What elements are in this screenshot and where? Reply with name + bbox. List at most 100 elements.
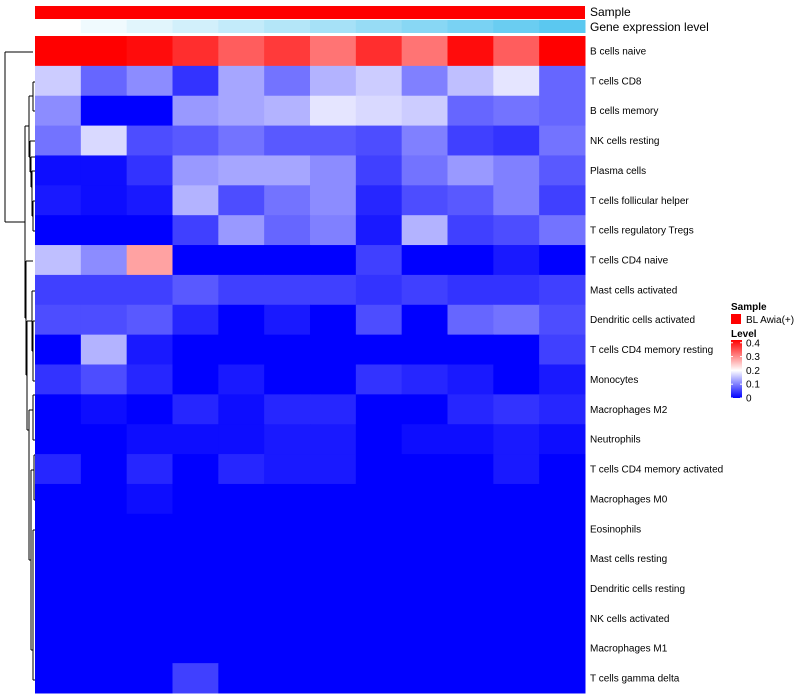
heatmap-cell	[493, 274, 540, 306]
heatmap-cell	[539, 334, 586, 365]
heatmap-cell	[80, 95, 128, 127]
heatmap-cell	[35, 573, 82, 604]
heatmap-cell	[264, 663, 311, 694]
heatmap-cell	[126, 215, 173, 246]
heatmap-cell	[172, 65, 219, 97]
heatmap-cell	[401, 95, 448, 127]
heatmap-cell	[447, 543, 494, 575]
heatmap-cell	[264, 95, 311, 127]
heatmap-cell	[264, 65, 311, 97]
heatmap-cell	[310, 543, 357, 575]
heatmap-cell	[35, 483, 82, 515]
heatmap-cell	[80, 274, 128, 306]
heatmap-cell	[539, 304, 586, 336]
expression-annotation-cell	[447, 20, 494, 33]
heatmap-cell	[539, 663, 586, 694]
heatmap-cell	[355, 513, 403, 545]
heatmap-cell	[218, 185, 265, 216]
row-label: T cells CD4 memory resting	[590, 345, 713, 356]
expression-annotation-cell	[218, 20, 265, 33]
heatmap-cell	[126, 304, 173, 336]
legend-tick-label: 0	[746, 394, 752, 405]
heatmap-cell	[539, 65, 586, 97]
heatmap-cell	[35, 245, 82, 276]
heatmap-cell	[172, 543, 219, 575]
heatmap-cell	[493, 364, 540, 395]
row-label: NK cells resting	[590, 136, 659, 147]
row-label: Macrophages M1	[590, 644, 668, 655]
heatmap-cell	[310, 603, 357, 634]
heatmap-cell	[218, 543, 265, 575]
heatmap-cell	[539, 424, 586, 455]
heatmap-cell	[493, 603, 540, 634]
legend: Sample BL Awia(+) Level 0.4 0.3 0.2 0.1 0	[731, 302, 794, 405]
heatmap-cell	[493, 424, 540, 455]
heatmap-cell	[264, 603, 311, 634]
heatmap-cell	[355, 603, 403, 634]
row-label: Mast cells activated	[590, 285, 677, 296]
heatmap-cell	[35, 155, 82, 186]
heatmap-cell	[447, 394, 494, 425]
heatmap-cell	[401, 573, 448, 604]
heatmap-cell	[355, 334, 403, 365]
heatmap-cell	[539, 95, 586, 127]
heatmap-cell	[401, 633, 448, 664]
heatmap-cell	[355, 304, 403, 336]
expression-annotation-label: Gene expression level	[590, 20, 709, 34]
expression-annotation-cell	[35, 20, 82, 33]
heatmap-cell	[126, 274, 173, 306]
heatmap-cell	[35, 215, 82, 246]
heatmap-cell	[218, 155, 265, 186]
heatmap-cell	[310, 95, 357, 127]
row-label: Macrophages M0	[590, 494, 668, 505]
heatmap-cell	[172, 633, 219, 664]
heatmap-cell	[126, 573, 173, 604]
heatmap-cell	[35, 543, 82, 575]
heatmap-cell	[447, 304, 494, 336]
row-label: T cells CD4 naive	[590, 255, 669, 266]
expression-annotation-cell	[539, 20, 586, 33]
heatmap-cell	[264, 334, 311, 365]
heatmap-cell	[126, 394, 173, 425]
heatmap-cell	[80, 155, 128, 186]
heatmap-cell	[310, 36, 357, 67]
heatmap-cell	[493, 95, 540, 127]
heatmap-cell	[310, 663, 357, 694]
heatmap-cell	[35, 394, 82, 425]
expression-annotation-cell	[264, 20, 311, 33]
heatmap-cell	[355, 663, 403, 694]
heatmap-cell	[80, 304, 128, 336]
heatmap-cell	[447, 364, 494, 395]
heatmap-cell	[218, 364, 265, 395]
heatmap-cell	[218, 603, 265, 634]
heatmap-cell	[126, 633, 173, 664]
heatmap-cell	[35, 274, 82, 306]
heatmap-cell	[264, 633, 311, 664]
heatmap-cell	[172, 394, 219, 425]
heatmap-cell	[539, 454, 586, 485]
heatmap-cell	[401, 364, 448, 395]
heatmap-cell	[401, 334, 448, 365]
heatmap-cell	[80, 334, 128, 365]
heatmap-cell	[447, 215, 494, 246]
heatmap-cell	[264, 36, 311, 67]
heatmap-cell	[355, 543, 403, 575]
heatmap-cell	[355, 424, 403, 455]
row-label: Plasma cells	[590, 166, 646, 177]
heatmap-cell	[539, 364, 586, 395]
heatmap-cell	[264, 424, 311, 455]
row-label: Eosinophils	[590, 524, 641, 535]
heatmap-cell	[310, 483, 357, 515]
row-label: T cells CD4 memory activated	[590, 465, 723, 476]
heatmap-cell	[35, 454, 82, 485]
heatmap-cell	[401, 454, 448, 485]
row-label: T cells follicular helper	[590, 196, 689, 207]
heatmap-cell	[172, 155, 219, 186]
row-label: Neutrophils	[590, 435, 641, 446]
heatmap-cell	[264, 573, 311, 604]
row-label: B cells memory	[590, 106, 658, 117]
heatmap-cell	[218, 394, 265, 425]
heatmap-cell	[401, 603, 448, 634]
heatmap-cell	[310, 334, 357, 365]
